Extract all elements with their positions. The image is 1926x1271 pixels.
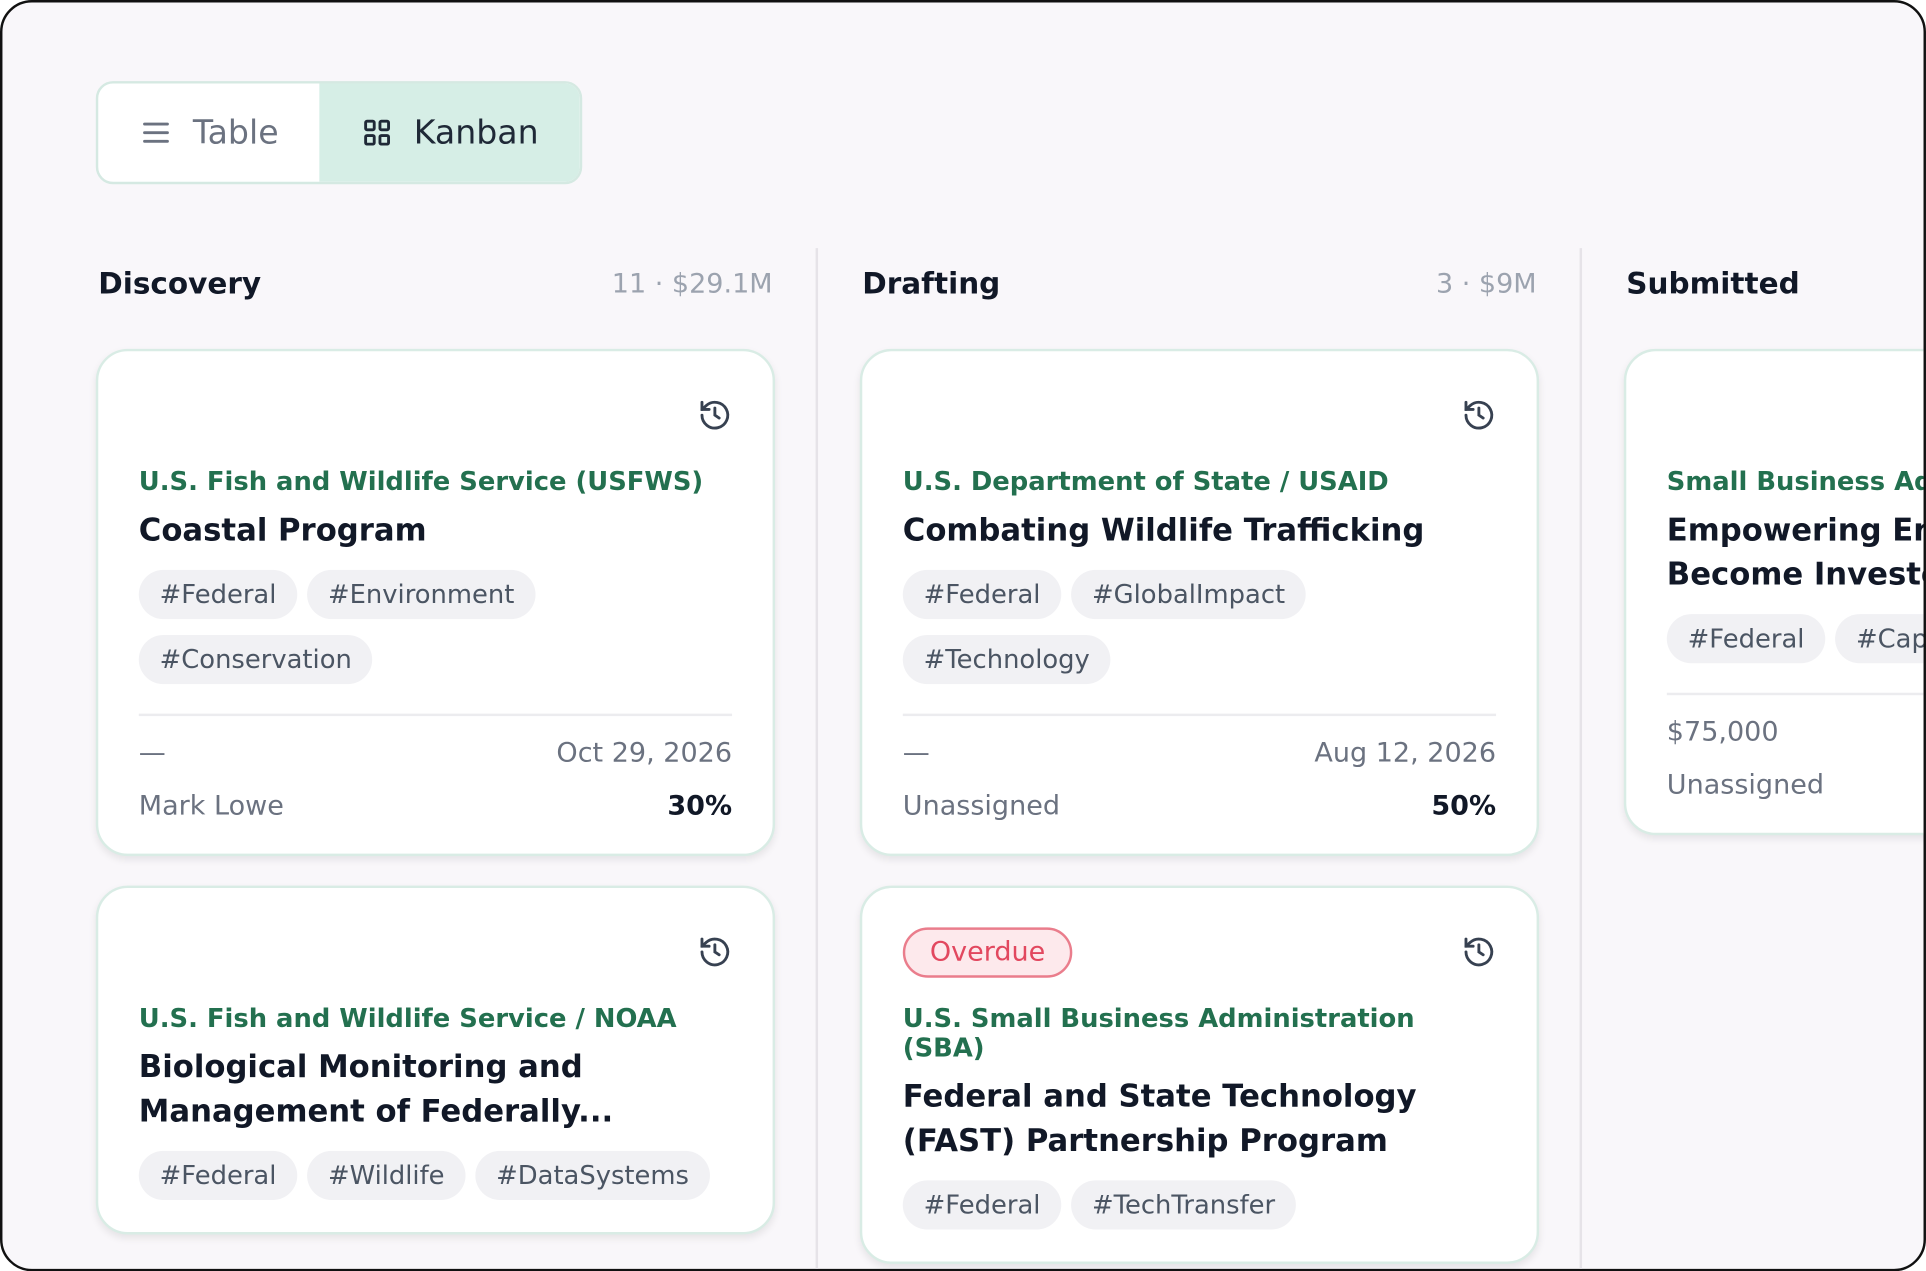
- tag: #Federal: [138, 1150, 298, 1201]
- grant-card[interactable]: Small Business Administration (SBA) Empow…: [1623, 348, 1924, 836]
- view-icon: [143, 122, 169, 143]
- tag: #Federal: [902, 569, 1062, 620]
- tag: #Technology: [902, 635, 1111, 685]
- tag-list: #Federal#Capital#SmallBiz: [1666, 614, 1924, 664]
- tag-list: #Federal #Environment #Conservation: [138, 569, 732, 685]
- divider: [138, 713, 733, 717]
- grant-card[interactable]: U.S. Department of State / USAID Combatin…: [859, 348, 1540, 857]
- card-top: [903, 388, 1496, 442]
- agency: U.S. Department of State / USAID: [902, 466, 1389, 497]
- divider: [902, 713, 1497, 717]
- amount: —: [138, 738, 166, 769]
- assignee: Mark Lowe: [138, 791, 284, 822]
- amount: $75,000: [1666, 717, 1779, 749]
- tag: #Federal: [138, 569, 298, 620]
- column-header: Discovery 11 · $29.1M: [96, 248, 775, 319]
- column-summary: 3 · $9M: [1435, 268, 1537, 300]
- tag: #GlobalImpact: [1071, 569, 1307, 620]
- history-icon: [1464, 400, 1494, 430]
- card-top: [139, 925, 732, 979]
- view-option[interactable]: Table: [98, 84, 319, 182]
- card-row: Mark Lowe 30%: [139, 791, 732, 822]
- card-row: — Aug 12, 2026: [903, 738, 1496, 769]
- column-title: Drafting: [862, 266, 1001, 301]
- grant-title: Biological Monitoring and Management of …: [138, 1048, 614, 1129]
- due-date: Oct 29, 2026: [556, 738, 733, 769]
- card-row: Unassigned: [1666, 770, 1924, 801]
- column-title: Discovery: [98, 266, 262, 301]
- column-separator: [815, 248, 819, 1269]
- amount: —: [902, 738, 930, 769]
- grant-title: Federal and State Technology (FAST) Part…: [902, 1078, 1417, 1159]
- tag-list: #Federal #TechTransfer: [902, 1180, 1496, 1230]
- grant-title: Combating Wildlife Trafficking: [902, 512, 1425, 548]
- tag: #Wildlife: [307, 1150, 466, 1201]
- tag-list: #Federal #GlobalImpact #Technology: [902, 569, 1496, 685]
- column-header: Submitted: [1624, 248, 1924, 319]
- history-icon: [1464, 937, 1494, 967]
- tag: #DataSystems: [475, 1150, 710, 1201]
- tag: #Federal: [1666, 614, 1826, 664]
- assignee: Unassigned: [902, 791, 1061, 822]
- card-row: $75,000: [1666, 717, 1924, 749]
- agency: U.S. Fish and Wildlife Service (USFWS): [138, 466, 704, 497]
- view-toggle: Table Kanban: [95, 81, 582, 185]
- grant-card[interactable]: U.S. Fish and Wildlife Service (USFWS) Co…: [95, 348, 776, 857]
- divider: [1666, 692, 1924, 696]
- grant-card[interactable]: U.S. Fish and Wildlife Service / NOAA Bio…: [95, 885, 776, 1235]
- assignee: Unassigned: [1666, 770, 1825, 801]
- card-top: [1667, 388, 1924, 442]
- kanban-column: Drafting 3 · $9M U.S. Department of State …: [859, 248, 1540, 1264]
- card-top: [139, 388, 732, 442]
- progress: 30%: [667, 791, 733, 822]
- progress: 50%: [1431, 791, 1497, 822]
- tag: #Federal: [902, 1180, 1062, 1230]
- history-icon: [700, 937, 730, 967]
- card-top: Overdue: [902, 925, 1496, 979]
- kanban-column: Discovery 11 · $29.1M U.S. Fish and Wildli…: [95, 248, 776, 1235]
- tag: #Environment: [307, 569, 536, 620]
- agency: U.S. Small Business Administration (SBA): [902, 1003, 1415, 1063]
- view-label: Kanban: [413, 113, 539, 152]
- card-row: — Oct 29, 2026: [139, 738, 732, 769]
- kanban-column: Submitted Small Business Administration (…: [1623, 248, 1924, 836]
- tag: #Capital: [1835, 614, 1924, 664]
- grant-card[interactable]: Overdue U.S. Small Business Administratio…: [859, 885, 1540, 1264]
- agency: U.S. Fish and Wildlife Service / NOAA: [138, 1003, 677, 1034]
- tag-list: #Federal #Wildlife #DataSystems: [138, 1150, 732, 1201]
- grant-title: Empowering Entrepreneurs to Become Inves…: [1666, 512, 1924, 593]
- card-row: Unassigned 50%: [903, 791, 1496, 822]
- view-icon: [363, 119, 390, 146]
- agency: Small Business Administration (SBA): [1666, 466, 1924, 497]
- column-header: Drafting 3 · $9M: [860, 248, 1539, 319]
- column-separator: [1579, 248, 1583, 1269]
- grant-title: Coastal Program: [138, 512, 427, 548]
- tag: #TechTransfer: [1071, 1180, 1297, 1230]
- status-badge: Overdue: [902, 926, 1073, 978]
- view-option[interactable]: Kanban: [319, 83, 580, 182]
- history-icon: [700, 400, 730, 430]
- column-title: Submitted: [1626, 266, 1800, 301]
- view-label: Table: [192, 113, 279, 152]
- tag: #Conservation: [138, 635, 373, 685]
- due-date: Aug 12, 2026: [1314, 738, 1497, 769]
- column-summary: 11 · $29.1M: [611, 268, 773, 300]
